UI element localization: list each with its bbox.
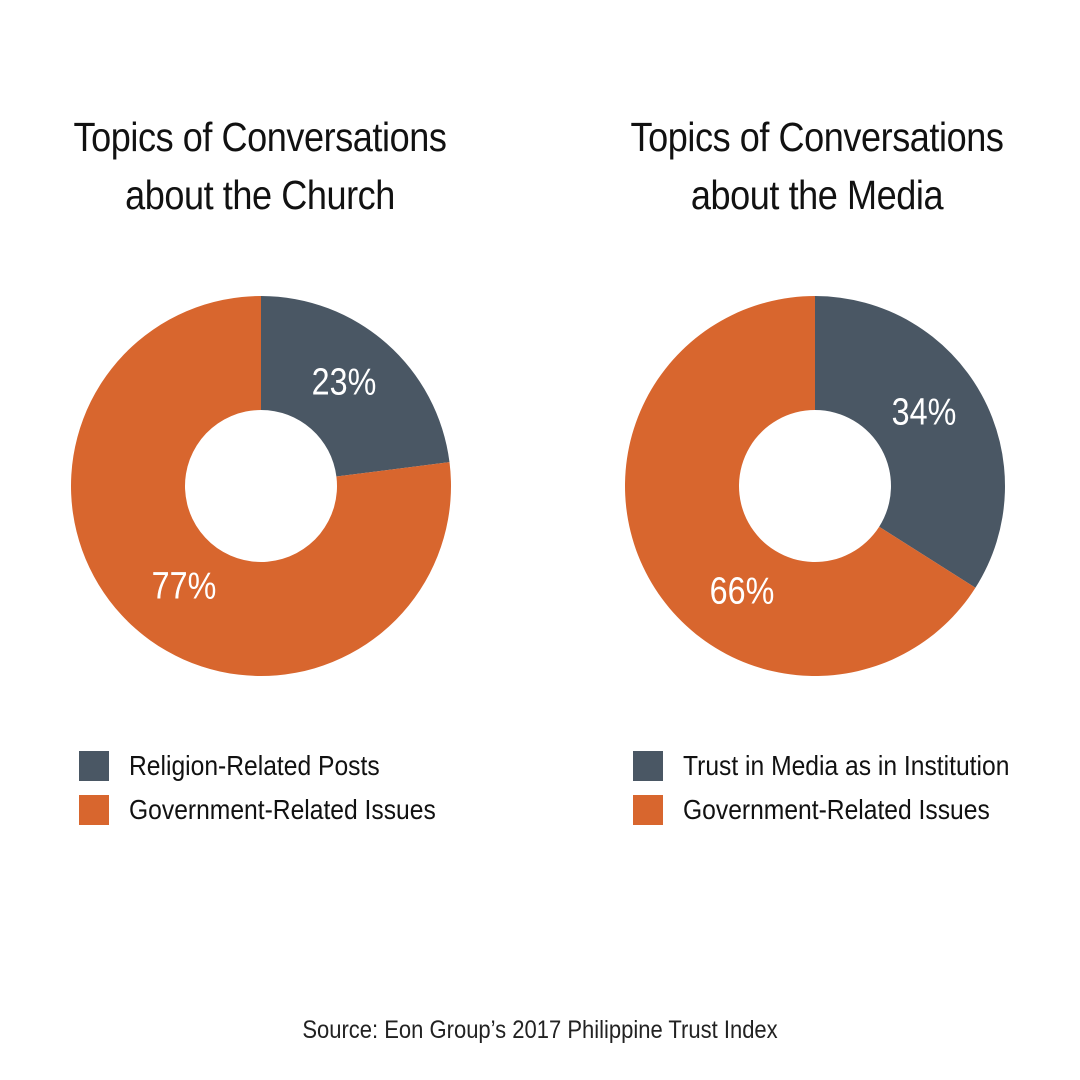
donut-slice	[815, 296, 1005, 588]
chart-title-line: Topics of Conversations	[630, 114, 1004, 160]
donut-church: 23% 77%	[71, 296, 452, 677]
legend-label: Trust in Media as in Institution	[683, 750, 1010, 781]
legend-label: Government-Related Issues	[129, 794, 436, 825]
legend-item: Religion-Related Posts	[79, 744, 478, 788]
slice-data-label: 23%	[312, 361, 377, 403]
legend-item: Government-Related Issues	[633, 788, 1054, 832]
legend-swatch	[633, 795, 663, 825]
legend-item: Government-Related Issues	[79, 788, 478, 832]
chart-title-line: Topics of Conversations	[73, 114, 447, 160]
chart-title-line: about the Media	[690, 172, 944, 218]
legend-label: Government-Related Issues	[683, 794, 990, 825]
slice-data-label: 66%	[710, 570, 775, 612]
legend-church: Religion-Related Posts Government-Relate…	[79, 744, 478, 832]
chart-title-media: Topics of Conversations about the Media	[588, 108, 1046, 224]
donut-media: 34% 66%	[625, 296, 1005, 677]
legend-media: Trust in Media as in Institution Governm…	[633, 744, 1054, 832]
donut-slice	[625, 296, 976, 677]
slice-data-label: 77%	[152, 565, 217, 607]
slice-data-label: 34%	[892, 391, 957, 433]
donut-slice	[71, 296, 452, 677]
legend-item: Trust in Media as in Institution	[633, 744, 1054, 788]
donut-slice	[261, 296, 450, 477]
source-note: Source: Eon Group’s 2017 Philippine Trus…	[302, 1016, 778, 1044]
legend-swatch	[633, 751, 663, 781]
chart-title-church: Topics of Conversations about the Church	[31, 108, 489, 224]
legend-swatch	[79, 751, 109, 781]
legend-swatch	[79, 795, 109, 825]
legend-label: Religion-Related Posts	[129, 750, 380, 781]
chart-title-line: about the Church	[125, 172, 395, 218]
